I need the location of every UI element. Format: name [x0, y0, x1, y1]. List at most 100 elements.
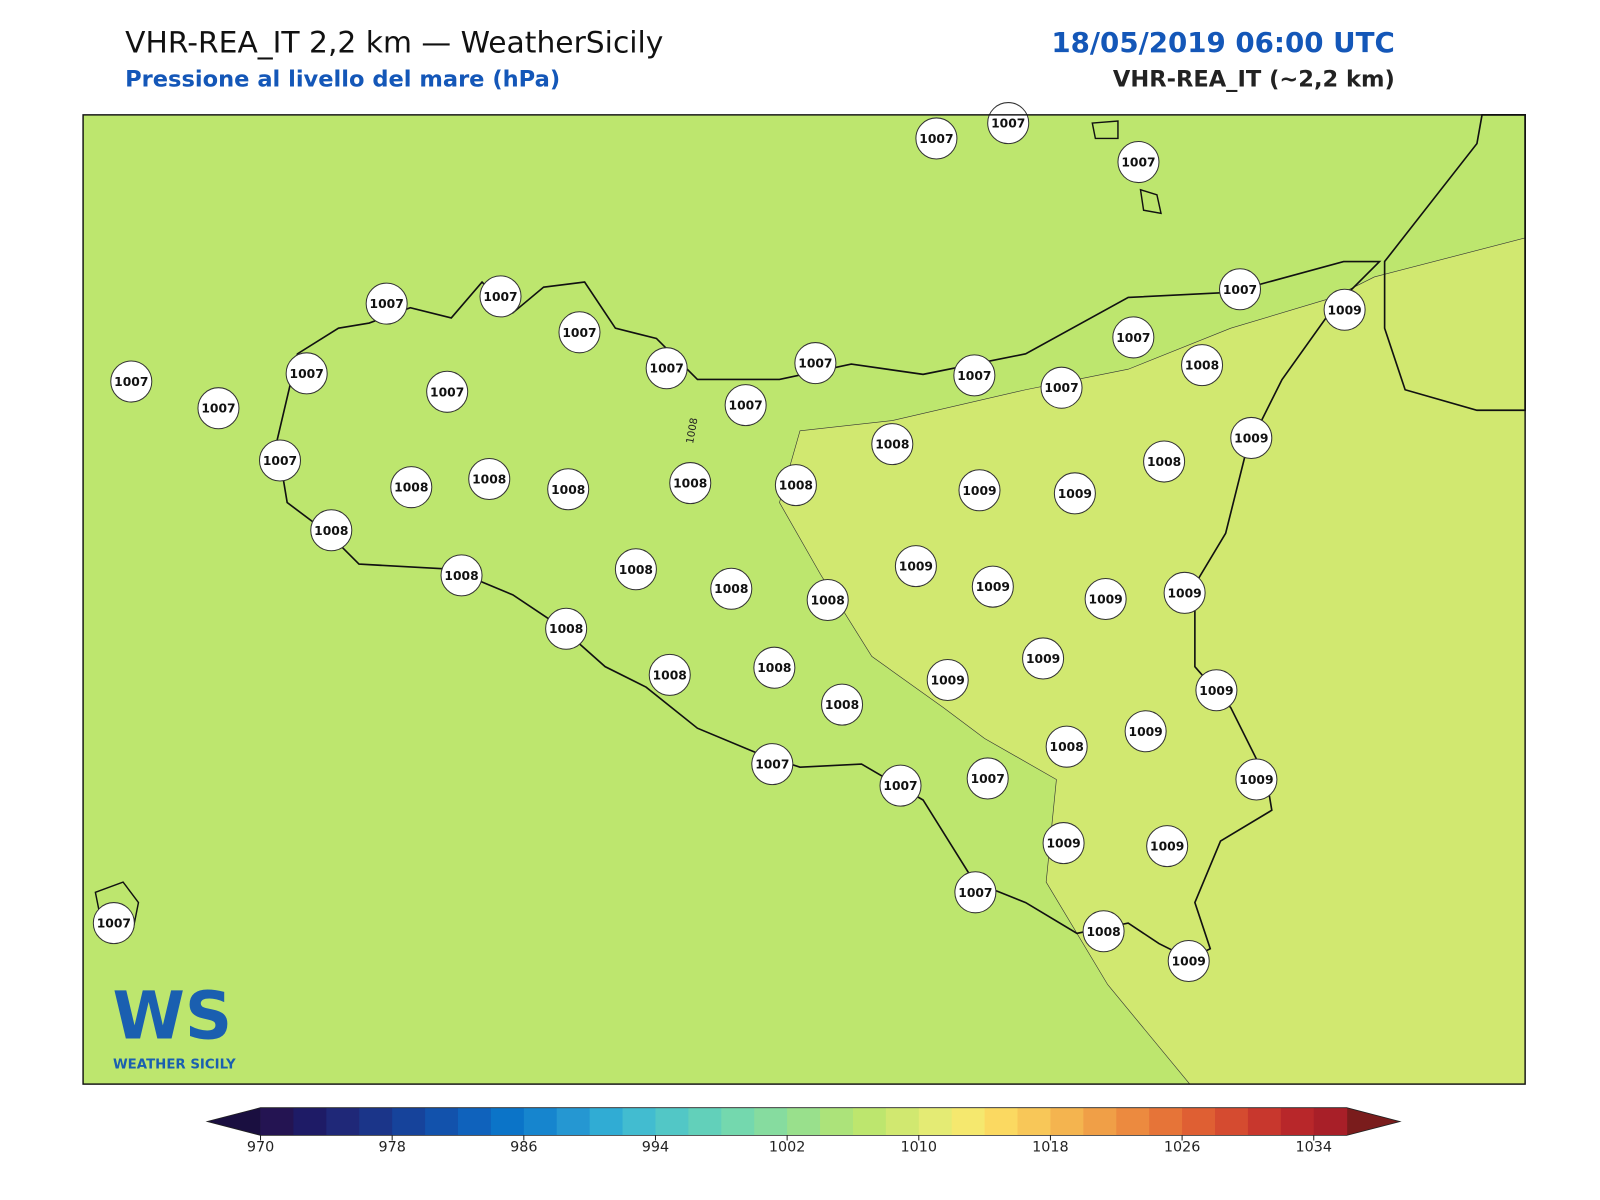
- station-marker: [390, 466, 433, 509]
- station-value: 1007: [201, 402, 235, 416]
- station-value: 1009: [962, 484, 996, 498]
- station: 1009: [1230, 416, 1273, 459]
- station-value: 1009: [976, 580, 1010, 594]
- station-marker: [751, 743, 794, 786]
- station: 1008: [1143, 440, 1186, 483]
- colorbar-bin: [326, 1107, 360, 1136]
- station-value: 1009: [1089, 593, 1123, 607]
- colorbar-bin: [1215, 1107, 1249, 1136]
- station: 1007: [110, 360, 153, 403]
- map: 1008 1007 1007 1007 1007 1007 1007 1007 1009 100…: [82, 102, 1526, 1085]
- station-value: 1008: [472, 473, 506, 487]
- station: 1009: [926, 658, 969, 702]
- station-value: 1008: [714, 582, 748, 596]
- station-value: 1007: [1116, 331, 1150, 345]
- station-value: 1007: [991, 117, 1025, 131]
- station-value: 1009: [1199, 684, 1233, 698]
- station-value: 1008: [811, 594, 845, 608]
- station-value: 1007: [430, 385, 464, 399]
- colorbar-tick-label: 1034: [1295, 1140, 1332, 1156]
- station: 1009: [1323, 288, 1366, 331]
- station-marker: [426, 370, 469, 413]
- station: 1009: [1022, 637, 1065, 680]
- station: 1007: [1218, 268, 1262, 311]
- colorbar-bin: [1083, 1107, 1117, 1136]
- station-value: 1009: [1150, 840, 1184, 854]
- station-marker: [926, 658, 969, 702]
- station: 1008: [669, 462, 712, 505]
- contour-label: 1008: [684, 417, 700, 445]
- station: 1008: [1082, 910, 1125, 953]
- station-marker: [197, 387, 240, 430]
- station-value: 1007: [562, 326, 596, 340]
- station-value: 1008: [1086, 925, 1120, 939]
- station-marker: [1235, 758, 1278, 801]
- station-marker: [1053, 472, 1096, 515]
- station-value: 1009: [1026, 652, 1060, 666]
- station-value: 1007: [729, 399, 763, 413]
- colorbar-tick-label: 986: [510, 1140, 537, 1156]
- station-marker: [1218, 268, 1262, 311]
- colorbar-bin: [951, 1107, 986, 1136]
- model: VHR-REA_IT (~2,2 km): [1113, 67, 1395, 93]
- colorbar-bin: [721, 1107, 755, 1136]
- station-marker: [871, 423, 914, 466]
- station-marker: [1230, 416, 1273, 459]
- station-marker: [953, 354, 996, 397]
- station: 1008: [547, 468, 590, 511]
- station-value: 1008: [1147, 455, 1181, 469]
- colorbar-bin: [885, 1107, 920, 1136]
- colorbar-bin: [622, 1107, 656, 1136]
- station-value: 1007: [97, 917, 131, 931]
- station: 1007: [258, 439, 302, 482]
- station-marker: [794, 342, 837, 385]
- logo-name: WEATHER SICILY: [113, 1058, 236, 1073]
- station-value: 1007: [370, 297, 404, 311]
- colorbar-tick-label: 1010: [901, 1140, 938, 1156]
- station-marker: [558, 311, 601, 354]
- station: 1008: [440, 554, 483, 597]
- colorbar-bin: [688, 1107, 722, 1136]
- station-marker: [310, 509, 353, 552]
- station: 1007: [966, 757, 1009, 800]
- colorbar-bin: [523, 1107, 558, 1136]
- station-value: 1007: [883, 779, 917, 793]
- coastline-sicily: [276, 260, 1382, 960]
- station: 1008: [871, 423, 914, 466]
- map-frame: [82, 114, 1526, 1085]
- station-value: 1008: [779, 479, 813, 493]
- station-marker: [954, 871, 997, 914]
- station-value: 1009: [1129, 725, 1163, 739]
- colorbar-bin: [392, 1107, 426, 1136]
- station-marker: [468, 457, 511, 500]
- station-value: 1008: [653, 668, 687, 682]
- station: 1008: [545, 607, 588, 650]
- station: 1007: [1112, 316, 1155, 359]
- colorbar-tick-label: 978: [378, 1140, 405, 1156]
- station: 1007: [987, 102, 1030, 145]
- station: 1007: [197, 387, 240, 430]
- station-value: 1008: [444, 569, 478, 583]
- colorbar-tick-label: 1002: [769, 1140, 806, 1156]
- colorbar-bin: [787, 1107, 821, 1136]
- subtitle: Pressione al livello del mare (hPa): [125, 67, 560, 93]
- colorbar-bin: [1017, 1107, 1051, 1136]
- station-value: 1008: [825, 698, 859, 712]
- station: 1008: [390, 466, 433, 509]
- station-value: 1008: [619, 563, 653, 577]
- colorbar-bin: [490, 1107, 525, 1136]
- station: 1007: [724, 384, 767, 427]
- station: 1008: [753, 646, 796, 689]
- title: VHR-REA_IT 2,2 km — WeatherSicily: [125, 26, 663, 61]
- station: 1008: [774, 464, 817, 507]
- station: 1008: [1045, 725, 1088, 768]
- station-value: 1009: [899, 560, 933, 574]
- station: 1009: [894, 545, 937, 588]
- station: 1007: [879, 764, 922, 807]
- station-marker: [1084, 577, 1127, 620]
- station-marker: [894, 545, 937, 588]
- station-value: 1009: [931, 674, 965, 688]
- station-marker: [710, 567, 753, 610]
- colorbar-bin: [852, 1107, 887, 1136]
